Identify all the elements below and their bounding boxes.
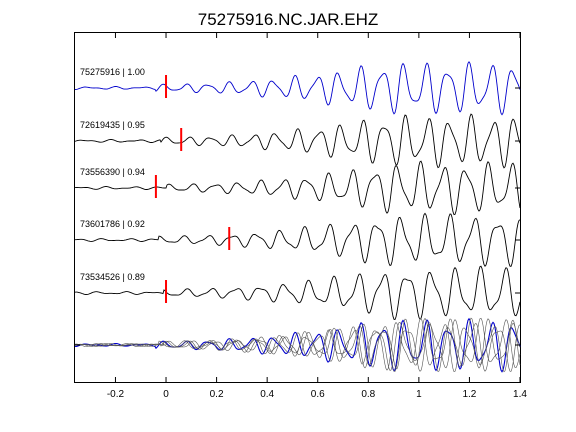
traces-layer — [74, 60, 521, 321]
chart-title: 75275916.NC.JAR.EHZ — [198, 10, 378, 29]
overlay-trace-73556390 — [75, 317, 521, 372]
trace-labels: 75275916 | 1.00 72619435 | 0.95 73556390 |… — [80, 67, 145, 282]
overlay-trace-73534526 — [74, 317, 521, 372]
trace-label-73601786: 73601786 | 0.92 — [80, 219, 145, 229]
plot-frame — [74, 32, 521, 383]
trace-line-72619435 — [74, 113, 521, 169]
trace-line-75275916 — [74, 60, 521, 116]
x-tick-label: 0 — [163, 389, 169, 400]
x-tick-label: -0.2 — [107, 389, 125, 400]
trace-line-73601786 — [75, 212, 521, 267]
trace-label-73534526: 73534526 | 0.89 — [80, 272, 145, 282]
trace-label-75275916: 75275916 | 1.00 — [80, 67, 145, 77]
overlay-stack — [74, 317, 521, 373]
x-tick-label: 1 — [416, 389, 422, 400]
x-axis: -0.2 0 0.2 0.4 0.6 0.8 1 1.2 1.4 — [107, 33, 527, 400]
pick-markers — [154, 75, 231, 303]
x-tick-label: 1.4 — [513, 389, 527, 400]
trace-line-73556390 — [75, 160, 521, 216]
x-tick-label: 0.4 — [260, 389, 274, 400]
x-tick-label: 1.2 — [462, 389, 476, 400]
trace-line-73534526 — [74, 265, 521, 321]
trace-label-72619435: 72619435 | 0.95 — [80, 120, 145, 130]
x-tick-label: 0.8 — [361, 389, 375, 400]
trace-label-73556390: 73556390 | 0.94 — [80, 167, 145, 177]
x-tick-label: 0.2 — [210, 389, 224, 400]
x-tick-label: 0.6 — [311, 389, 325, 400]
